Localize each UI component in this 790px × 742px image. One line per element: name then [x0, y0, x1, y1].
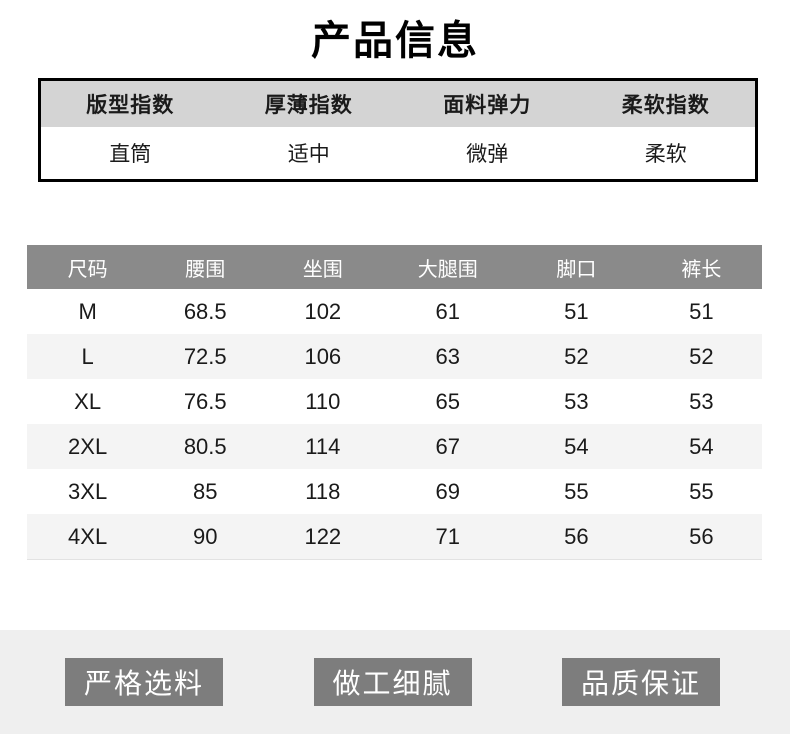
size-cell: 80.5 — [183, 433, 227, 459]
size-cell: 106 — [304, 343, 342, 369]
size-cell: XL — [74, 388, 102, 414]
badge-fine-workmanship: 做工细腻 — [313, 658, 472, 706]
size-cell: 67 — [435, 433, 460, 459]
size-header-size: 尺码 — [67, 258, 108, 281]
size-table-header-row: 尺码 腰围 坐围 大腿围 脚口 裤长 — [27, 245, 762, 289]
size-cell: 3XL — [68, 478, 108, 504]
attribute-table: 版型指数 厚薄指数 面料弹力 柔软指数 直筒 适中 微弹 柔软 — [38, 78, 758, 182]
size-cell: 118 — [305, 478, 341, 504]
table-row-3xl: 3XL 85 118 69 55 55 — [27, 469, 762, 514]
size-cell: L — [81, 343, 94, 369]
size-cell: 52 — [564, 343, 589, 369]
size-cell: 51 — [564, 298, 589, 324]
table-row-4xl: 4XL 90 122 71 56 56 — [27, 514, 762, 559]
size-header-waist: 腰围 — [185, 258, 226, 281]
size-cell: 85 — [192, 478, 218, 504]
size-cell: 56 — [689, 523, 714, 549]
size-cell: 55 — [564, 478, 589, 504]
attr-header-pattern: 版型指数 — [86, 94, 175, 117]
table-row-xl: XL 76.5 110 65 53 53 — [27, 379, 762, 424]
attr-header-elasticity: 面料弹力 — [443, 94, 532, 117]
page-title: 产品信息 — [311, 19, 479, 63]
size-header-hip: 坐围 — [302, 258, 343, 281]
size-cell: 68.5 — [183, 298, 227, 324]
size-cell: 61 — [435, 298, 460, 324]
size-cell: 52 — [689, 343, 714, 369]
size-table: 尺码 腰围 坐围 大腿围 脚口 裤长 M 68.5 102 61 51 51 L… — [27, 245, 762, 560]
size-cell: 65 — [435, 388, 460, 414]
size-cell: 110 — [305, 388, 341, 414]
size-cell: 72.5 — [183, 343, 227, 369]
size-cell: 114 — [305, 433, 341, 459]
attr-value-softness: 柔软 — [644, 143, 687, 166]
footer-strip: 严格选料 做工细腻 品质保证 — [0, 630, 790, 734]
badge-strict-material: 严格选料 — [65, 658, 223, 706]
size-cell: 54 — [564, 433, 589, 459]
size-cell: 2XL — [68, 433, 108, 459]
size-cell: 51 — [689, 298, 714, 324]
size-cell: 53 — [689, 388, 714, 414]
attr-value-pattern: 直筒 — [109, 143, 152, 166]
size-cell: 122 — [304, 523, 342, 549]
size-cell: 76.5 — [183, 388, 227, 414]
size-header-thigh: 大腿围 — [417, 258, 478, 281]
size-cell: 69 — [435, 478, 460, 504]
size-header-pant-length: 裤长 — [681, 258, 722, 281]
attribute-table-header-row: 版型指数 厚薄指数 面料弹力 柔软指数 — [41, 81, 755, 127]
attr-value-elasticity: 微弹 — [466, 143, 509, 166]
badge-quality-guarantee: 品质保证 — [562, 658, 720, 706]
size-cell: 55 — [689, 478, 714, 504]
size-header-leg-opening: 脚口 — [556, 258, 597, 281]
attr-header-thickness: 厚薄指数 — [264, 94, 353, 117]
table-row-2xl: 2XL 80.5 114 67 54 54 — [27, 424, 762, 469]
size-cell: 54 — [689, 433, 714, 459]
size-cell: 71 — [435, 523, 460, 549]
size-cell: 90 — [192, 523, 218, 549]
table-row-l: L 72.5 106 63 52 52 — [27, 334, 762, 379]
attribute-table-value-row: 直筒 适中 微弹 柔软 — [41, 127, 755, 179]
size-cell: 4XL — [68, 523, 108, 549]
table-row-m: M 68.5 102 61 51 51 — [27, 289, 762, 334]
size-cell: 56 — [564, 523, 589, 549]
size-cell: 53 — [564, 388, 589, 414]
attr-value-thickness: 适中 — [287, 143, 330, 166]
size-cell: 63 — [435, 343, 460, 369]
size-cell: 102 — [304, 298, 342, 324]
size-cell: M — [78, 298, 97, 324]
attr-header-softness: 柔软指数 — [621, 94, 710, 117]
